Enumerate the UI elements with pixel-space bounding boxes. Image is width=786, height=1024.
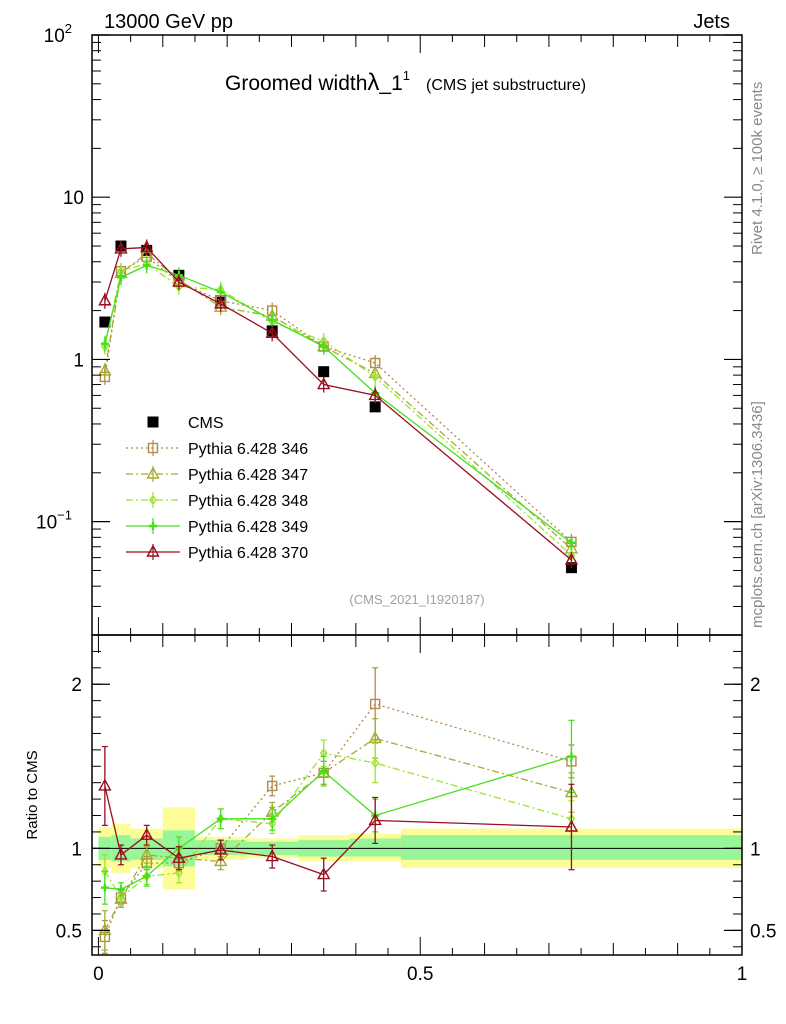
ratio-y-tick-label-right: 2: [750, 675, 761, 696]
legend-item-cms: CMS: [147, 415, 224, 432]
ratio-point-p349: [116, 885, 125, 894]
data-point-p370: [564, 552, 579, 565]
ratio-y-axis-label: Ratio to CMS: [24, 750, 41, 839]
legend-marker-cms: [147, 416, 159, 428]
data-point-p349: [567, 538, 576, 547]
y-tick-label: 10−1: [36, 508, 72, 534]
legend-item-p346: Pythia 6.428 346: [126, 440, 308, 458]
series-p348: [100, 255, 576, 564]
ratio-point-p347: [368, 730, 382, 744]
series-p370: [98, 239, 579, 568]
legend-marker-p347: [146, 466, 160, 479]
rivet-label: Rivet 4.1.0, ≥ 100k events: [749, 82, 766, 255]
ratio-series-p370: [98, 745, 579, 892]
y-tick-label: 102: [44, 21, 72, 47]
series-cms: [99, 240, 577, 574]
series-line-p346: [104, 255, 572, 543]
ratio-point-p349: [100, 883, 109, 892]
legend-item-p370: Pythia 6.428 370: [126, 544, 308, 562]
x-tick-label: 0: [93, 964, 104, 985]
legend-item-p349: Pythia 6.428 349: [126, 518, 308, 536]
data-point-p370: [98, 293, 112, 306]
ratio-point-p347: [214, 854, 228, 867]
y-tick-label: 1: [73, 350, 84, 371]
ratio-point-p349: [319, 767, 328, 776]
x-tick-label: 1: [737, 964, 748, 985]
data-point-cms: [369, 401, 381, 413]
series-p349: [100, 257, 576, 551]
ratio-point-p346: [266, 780, 278, 792]
data-point-p349: [319, 342, 328, 351]
data-point-p349: [116, 273, 125, 282]
header-category-label: Jets: [693, 11, 730, 33]
ratio-point-p349: [142, 872, 151, 881]
series-line-p347: [104, 252, 572, 550]
data-point-p370: [316, 377, 331, 390]
ratio-line-p346: [104, 703, 572, 938]
legend-marker-p370: [146, 544, 160, 557]
ratio-point-p370: [265, 849, 279, 862]
legend-label: Pythia 6.428 347: [188, 467, 308, 484]
data-point-p370: [114, 241, 128, 254]
header-energy-label: 13000 GeV pp: [104, 11, 233, 33]
data-point-cms: [99, 316, 111, 328]
analysis-id: (CMS_2021_I1920187): [349, 592, 484, 607]
chart-title: Groomed widthλ_11: [225, 68, 410, 96]
data-point-p348: [371, 371, 380, 383]
ratio-point-p348: [175, 867, 183, 879]
series-line-p348: [104, 262, 572, 556]
legend-label: Pythia 6.428 348: [188, 493, 308, 510]
data-point-p370: [214, 296, 228, 309]
data-point-p349: [216, 288, 225, 297]
data-point-p370: [172, 274, 186, 287]
ratio-point-p349: [268, 814, 277, 823]
ratio-point-p349: [216, 814, 225, 823]
x-tick-label: 0.5: [407, 964, 433, 985]
legend-marker-p348: [149, 494, 157, 506]
legend: CMS Pythia 6.428 346 Pythia 6.428 347 Pythi…: [126, 415, 308, 562]
data-point-p349: [142, 261, 151, 270]
legend-label: CMS: [188, 415, 224, 432]
y-tick-label: 10: [63, 188, 84, 209]
legend-label: Pythia 6.428 346: [188, 441, 308, 458]
chart-subtitle: (CMS jet substructure): [426, 77, 586, 94]
ratio-y-tick-label-left: 1: [71, 839, 82, 860]
ratio-point-p348: [371, 757, 380, 769]
legend-marker-p346: [147, 442, 159, 454]
ratio-y-tick-label-left: 2: [71, 675, 82, 696]
ratio-point-p349: [567, 752, 576, 761]
data-point-cms: [318, 366, 330, 378]
ratio-point-p370: [98, 778, 112, 791]
series-p347: [98, 245, 579, 557]
ratio-point-p370: [214, 842, 228, 855]
ratio-point-p370: [316, 867, 331, 880]
ratio-point-p370: [564, 819, 579, 832]
ratio-point-p370: [368, 812, 382, 826]
mcplots-label: mcplots.cern.ch [arXiv:1306.3436]: [749, 401, 766, 628]
legend-item-p348: Pythia 6.428 348: [126, 492, 308, 510]
ratio-point-p347: [98, 922, 112, 936]
legend-marker-p349: [149, 522, 157, 530]
series-line-p370: [104, 246, 572, 561]
ratio-point-p347: [140, 847, 154, 860]
data-point-p370: [265, 325, 279, 338]
data-point-p347: [98, 363, 112, 376]
ratio-y-tick-label-right: 1: [750, 839, 761, 860]
data-point-p349: [268, 315, 277, 324]
ratio-inner-band: [349, 838, 401, 857]
legend-item-p347: Pythia 6.428 347: [126, 466, 308, 484]
ratio-y-tick-label-left: 0.5: [56, 921, 82, 942]
ratio-point-p370: [140, 827, 154, 840]
legend-label: Pythia 6.428 349: [188, 519, 308, 536]
data-point-p349: [100, 339, 109, 348]
legend-label: Pythia 6.428 370: [188, 545, 308, 562]
ratio-plot-frame: [91, 634, 743, 956]
data-point-p370: [368, 387, 382, 401]
ratio-y-tick-label-right: 0.5: [750, 921, 776, 942]
ratio-point-p370: [172, 850, 186, 863]
data-point-p370: [140, 240, 154, 253]
ratio-point-p370: [114, 847, 128, 860]
ratio-point-p346: [369, 698, 381, 710]
